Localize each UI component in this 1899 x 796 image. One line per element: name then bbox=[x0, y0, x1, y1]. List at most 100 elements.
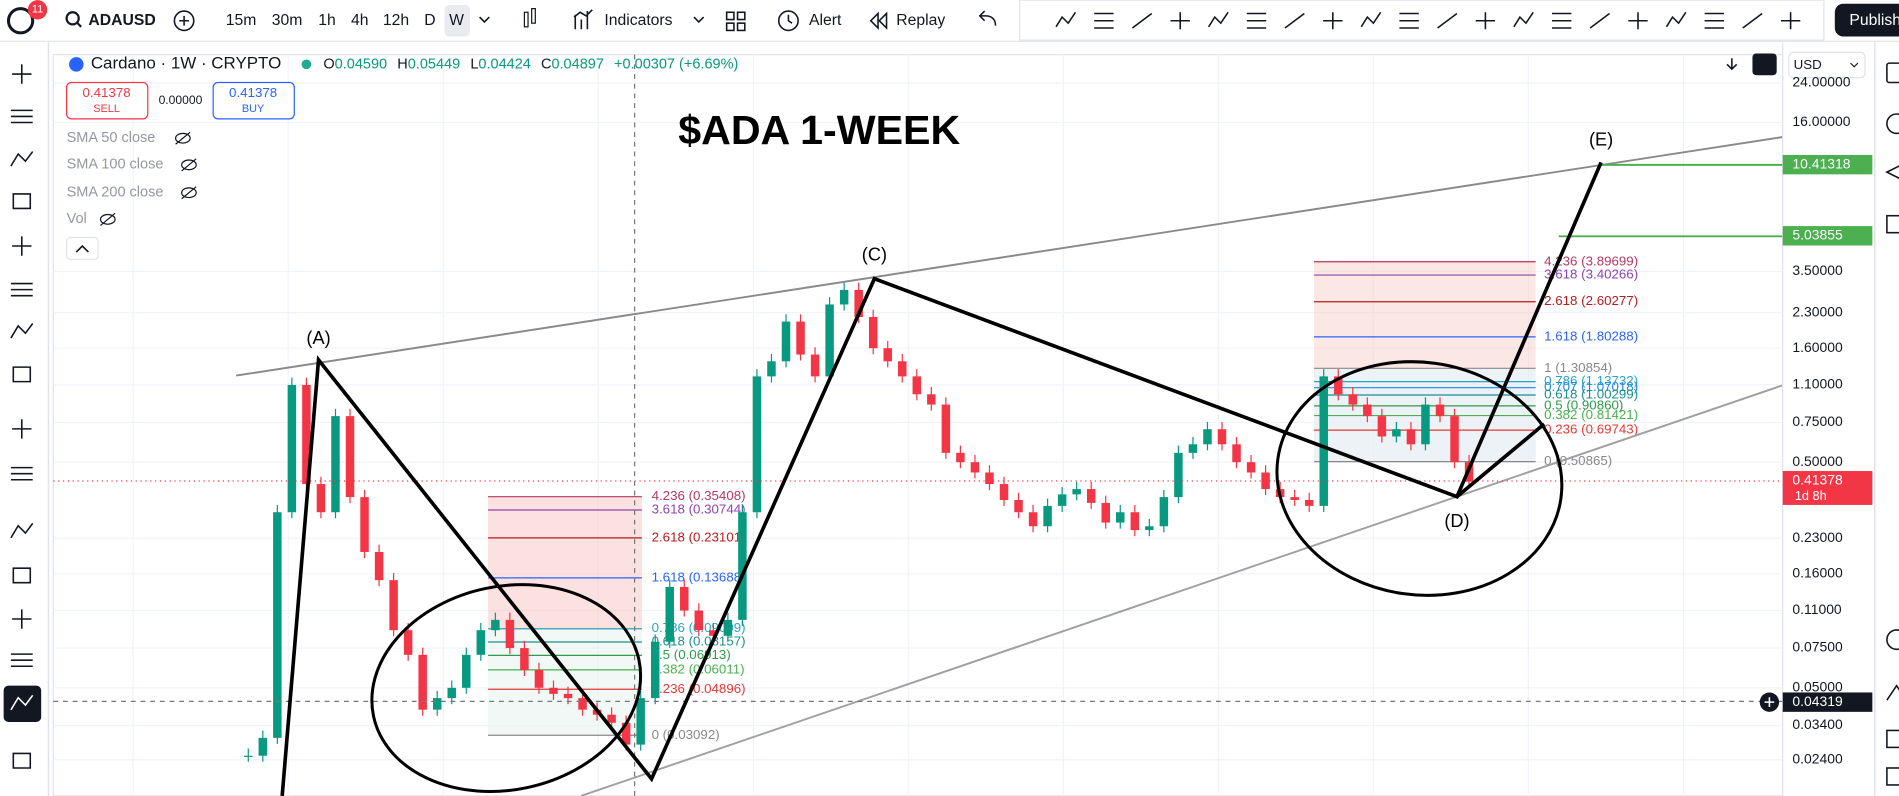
interval-button[interactable]: 1h bbox=[318, 12, 336, 29]
tool-button[interactable] bbox=[12, 419, 32, 439]
candle bbox=[1188, 444, 1198, 453]
publish-button[interactable]: Publish bbox=[1849, 12, 1899, 29]
notes-icon[interactable] bbox=[1886, 214, 1899, 234]
y-tick-label: 0.05000 bbox=[1792, 678, 1843, 694]
study-label[interactable]: SMA 50 close bbox=[67, 130, 156, 146]
tool-button[interactable] bbox=[12, 236, 32, 256]
logo[interactable] bbox=[6, 7, 35, 35]
drawing-tool[interactable] bbox=[1131, 12, 1153, 29]
collapse-button[interactable] bbox=[66, 236, 99, 260]
study-label[interactable]: SMA 200 close bbox=[67, 185, 164, 201]
price-tag bbox=[1782, 471, 1873, 505]
candle bbox=[956, 452, 965, 463]
candle bbox=[302, 384, 311, 485]
hide-icon[interactable] bbox=[181, 187, 197, 199]
candle bbox=[985, 472, 994, 485]
drawing-tool[interactable] bbox=[1437, 12, 1458, 29]
study-label[interactable]: Vol bbox=[67, 211, 87, 227]
ideas-icon[interactable] bbox=[1886, 629, 1899, 651]
fib-label: 4.236 (0.35408) bbox=[652, 488, 746, 503]
drawing-tool[interactable] bbox=[1552, 12, 1572, 29]
hide-icon bbox=[181, 186, 197, 200]
study-label[interactable]: SMA 100 close bbox=[67, 157, 164, 173]
candle bbox=[360, 497, 369, 552]
chevron[interactable] bbox=[479, 16, 490, 24]
symbol[interactable]: ADAUSD bbox=[88, 12, 155, 29]
candle bbox=[1246, 462, 1256, 473]
watchlist-icon[interactable] bbox=[1886, 62, 1899, 84]
tool-button[interactable] bbox=[10, 522, 34, 539]
drawing-tool[interactable] bbox=[1208, 11, 1229, 28]
hide-icon[interactable] bbox=[181, 159, 197, 171]
tool-button[interactable] bbox=[12, 193, 32, 210]
interval-button[interactable]: D bbox=[424, 12, 435, 29]
tool-button[interactable] bbox=[10, 151, 34, 167]
tool-button[interactable] bbox=[12, 752, 32, 769]
drawing-tool[interactable] bbox=[1399, 12, 1419, 29]
news-icon[interactable] bbox=[1886, 684, 1899, 701]
price-tag bbox=[1782, 154, 1873, 175]
tool-button[interactable] bbox=[12, 567, 32, 584]
layouts-icon[interactable] bbox=[725, 11, 746, 32]
drawing-tool[interactable] bbox=[1589, 12, 1611, 29]
drawing-tool[interactable] bbox=[1665, 11, 1687, 28]
candle bbox=[549, 687, 558, 694]
chevron[interactable] bbox=[693, 16, 705, 24]
tool-button[interactable] bbox=[12, 366, 32, 383]
interval-button[interactable]: W bbox=[449, 12, 464, 29]
badge: 11 bbox=[32, 4, 43, 16]
candle bbox=[258, 737, 268, 756]
tool-button[interactable] bbox=[10, 466, 33, 481]
candle bbox=[709, 630, 718, 636]
chart-type-icon[interactable] bbox=[523, 11, 529, 28]
candle bbox=[287, 384, 297, 513]
drawing-tool[interactable] bbox=[1246, 12, 1267, 29]
tool-button[interactable] bbox=[10, 323, 34, 339]
drawing-tool[interactable] bbox=[1055, 11, 1077, 28]
tool-button[interactable] bbox=[12, 609, 32, 629]
drawing-tool[interactable] bbox=[1475, 12, 1496, 30]
drawing-tool[interactable] bbox=[1094, 12, 1114, 29]
drawing-tool[interactable] bbox=[1742, 12, 1763, 29]
tool-button[interactable] bbox=[12, 64, 32, 84]
drawing-tool[interactable] bbox=[1704, 12, 1724, 29]
interval-button[interactable]: 12h bbox=[383, 12, 409, 29]
tool-button[interactable] bbox=[10, 694, 34, 711]
buy-button[interactable] bbox=[212, 81, 295, 120]
fullscreen-button[interactable] bbox=[1752, 53, 1777, 76]
drawing-tool[interactable] bbox=[1284, 12, 1305, 29]
alerts-icon[interactable] bbox=[1886, 113, 1899, 135]
drawing-tool[interactable] bbox=[1780, 12, 1801, 30]
tool-button[interactable] bbox=[10, 282, 33, 297]
calendar-icon[interactable] bbox=[1886, 729, 1899, 749]
hide-icon[interactable] bbox=[175, 132, 191, 144]
interval-button[interactable]: 30m bbox=[272, 12, 303, 29]
drawing-tool[interactable] bbox=[1170, 12, 1190, 30]
layers-icon[interactable] bbox=[1885, 165, 1899, 180]
drawing-tool[interactable] bbox=[1513, 11, 1534, 28]
sell-button[interactable] bbox=[66, 81, 149, 120]
currency-select[interactable] bbox=[1788, 51, 1866, 79]
tool-button[interactable] bbox=[10, 109, 33, 124]
add-symbol[interactable] bbox=[173, 10, 195, 32]
candle bbox=[1203, 429, 1212, 445]
drawing-tool[interactable] bbox=[1360, 11, 1382, 28]
interval-button[interactable]: 4h bbox=[351, 12, 369, 29]
fib-label: 2.618 (2.60277) bbox=[1544, 293, 1638, 308]
replay-button[interactable]: Replay bbox=[896, 12, 945, 29]
help-icon[interactable] bbox=[1886, 767, 1899, 786]
interval-button[interactable]: 15m bbox=[226, 12, 257, 29]
drawing-tool[interactable] bbox=[1323, 12, 1343, 30]
buy-label: BUY bbox=[242, 103, 265, 115]
currency[interactable]: USD bbox=[1794, 57, 1822, 72]
search-icon[interactable] bbox=[65, 11, 80, 26]
undo[interactable] bbox=[978, 10, 997, 26]
indicators-button[interactable]: Indicators bbox=[604, 12, 672, 29]
legend-name[interactable]: Cardano · 1W · CRYPTO bbox=[91, 54, 281, 73]
drawing-tool[interactable] bbox=[1628, 12, 1648, 30]
hide-icon[interactable] bbox=[99, 213, 116, 225]
tool-button[interactable] bbox=[10, 653, 33, 668]
publish-bg[interactable] bbox=[1834, 3, 1899, 37]
alert-button[interactable]: Alert bbox=[809, 12, 842, 29]
download-icon[interactable] bbox=[1726, 58, 1738, 71]
